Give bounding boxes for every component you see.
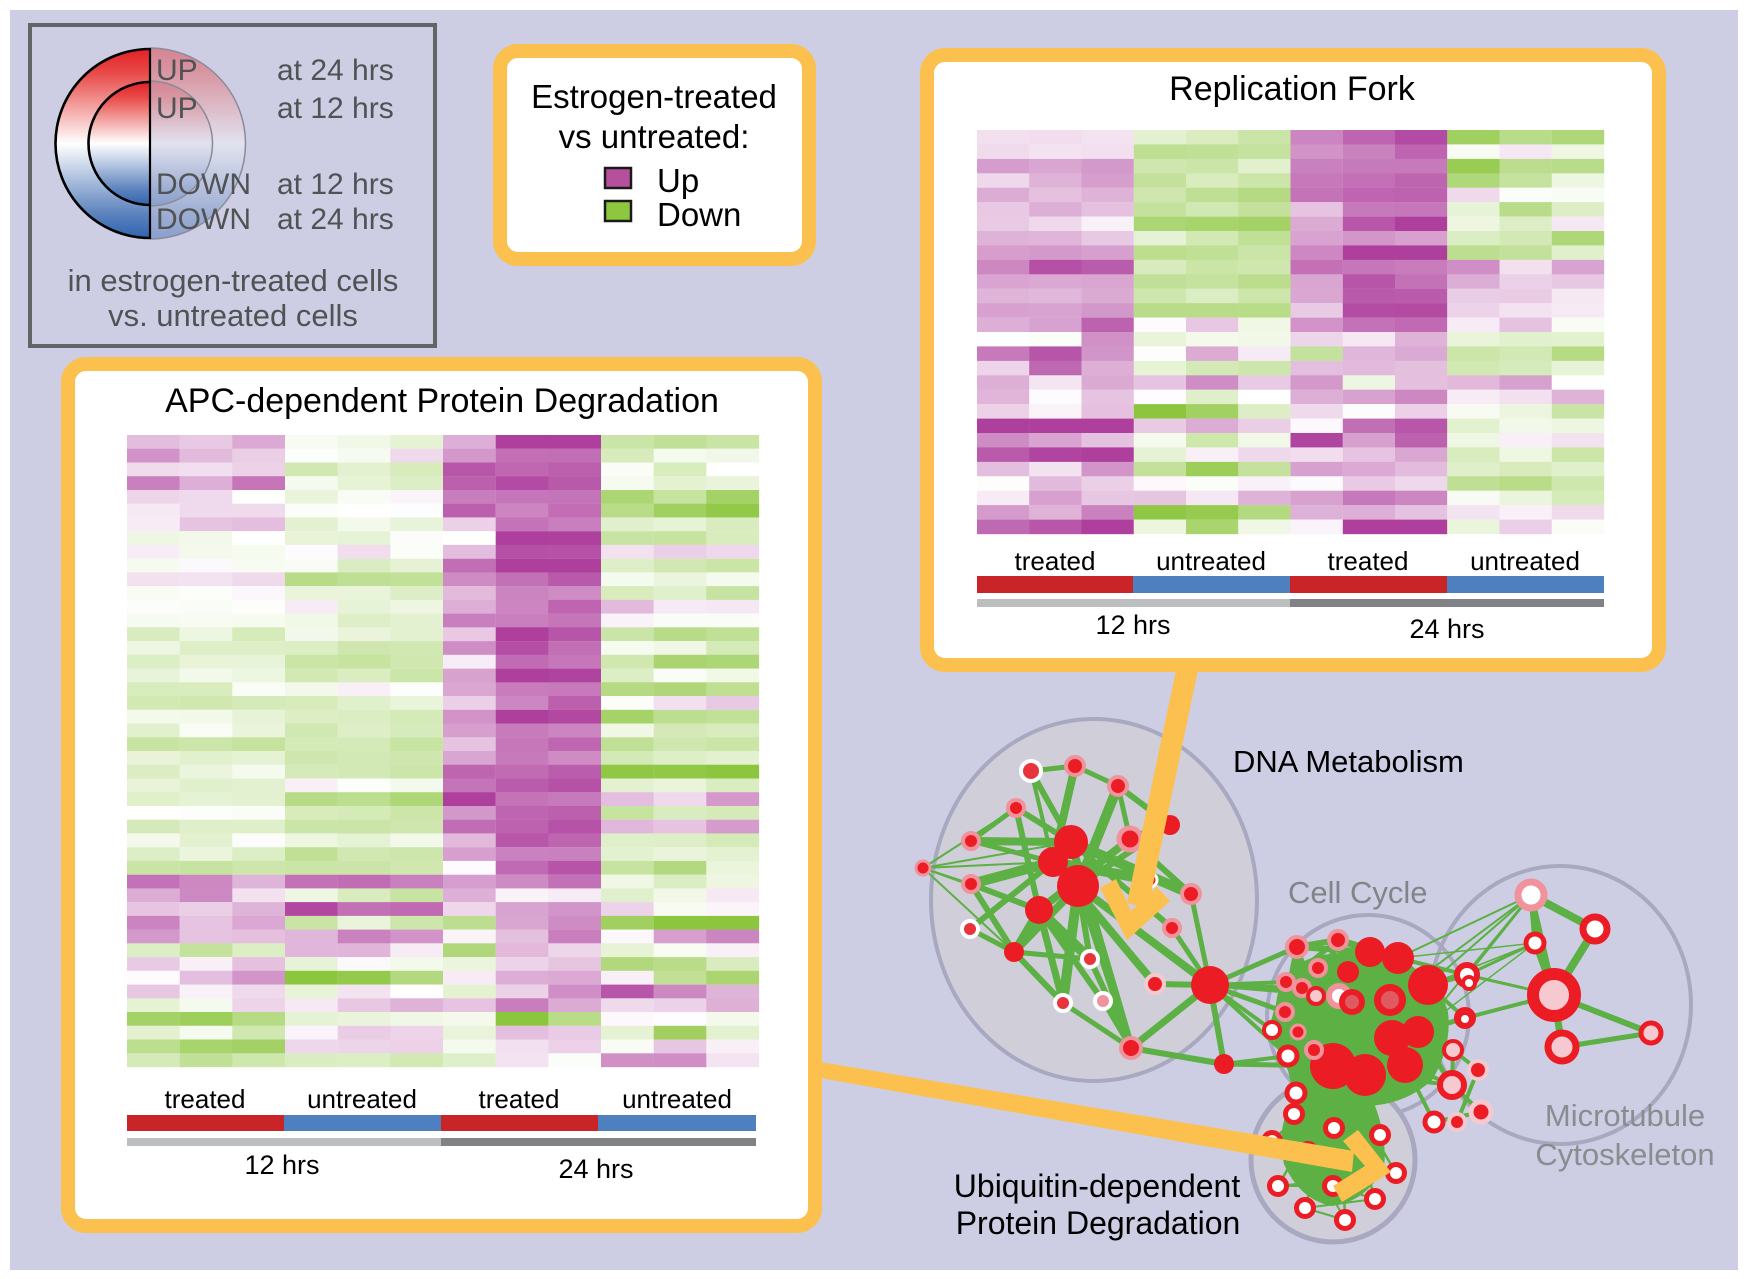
svg-text:DNA Metabolism: DNA Metabolism (1233, 744, 1464, 779)
svg-text:treated: treated (1328, 546, 1409, 576)
svg-text:at 24 hrs: at 24 hrs (277, 203, 394, 236)
svg-text:at 12 hrs: at 12 hrs (277, 168, 394, 201)
svg-text:UP: UP (156, 92, 198, 125)
svg-text:Protein Degradation: Protein Degradation (956, 1205, 1241, 1241)
svg-text:Cytoskeleton: Cytoskeleton (1535, 1137, 1714, 1172)
svg-text:untreated: untreated (1470, 546, 1580, 576)
svg-text:24 hrs: 24 hrs (1409, 614, 1484, 644)
svg-text:untreated: untreated (307, 1084, 417, 1114)
svg-text:untreated: untreated (622, 1084, 732, 1114)
svg-text:Microtubule: Microtubule (1545, 1098, 1705, 1133)
svg-text:in estrogen-treated cells: in estrogen-treated cells (68, 263, 399, 298)
svg-text:Up: Up (657, 162, 699, 199)
svg-text:Ubiquitin-dependent: Ubiquitin-dependent (954, 1168, 1241, 1204)
svg-text:DOWN: DOWN (156, 203, 251, 236)
svg-text:Replication Fork: Replication Fork (1169, 70, 1416, 108)
svg-text:untreated: untreated (1156, 546, 1266, 576)
svg-text:DOWN: DOWN (156, 168, 251, 201)
svg-text:at 12 hrs: at 12 hrs (277, 92, 394, 125)
svg-text:12 hrs: 12 hrs (1095, 610, 1170, 640)
svg-text:Down: Down (657, 196, 741, 233)
svg-text:treated: treated (165, 1084, 246, 1114)
svg-text:APC-dependent Protein Degradat: APC-dependent Protein Degradation (165, 382, 719, 420)
svg-text:treated: treated (479, 1084, 560, 1114)
svg-text:treated: treated (1015, 546, 1096, 576)
svg-text:12 hrs: 12 hrs (244, 1150, 319, 1180)
svg-text:Estrogen-treated: Estrogen-treated (531, 78, 777, 115)
svg-text:at 24 hrs: at 24 hrs (277, 54, 394, 87)
svg-text:24 hrs: 24 hrs (558, 1154, 633, 1184)
svg-text:Cell Cycle: Cell Cycle (1288, 875, 1428, 910)
svg-text:vs untreated:: vs untreated: (559, 118, 750, 155)
svg-text:UP: UP (156, 54, 198, 87)
svg-text:vs. untreated cells: vs. untreated cells (108, 298, 358, 333)
